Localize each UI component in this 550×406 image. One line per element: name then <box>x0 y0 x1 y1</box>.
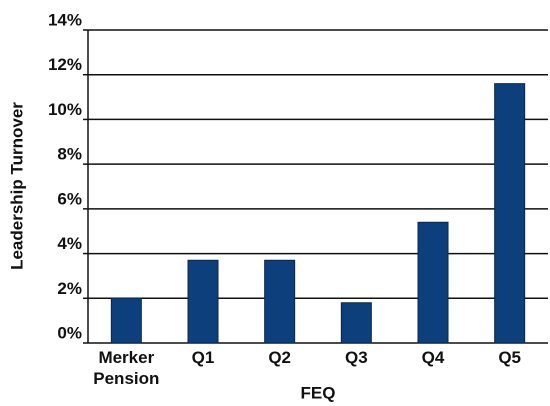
y-tick-label: 12% <box>48 55 82 74</box>
y-axis-title: Leadership Turnover <box>7 102 26 270</box>
bar <box>110 297 142 344</box>
x-tick-label: Merker Pension <box>93 348 160 388</box>
y-tick-label: 10% <box>48 100 82 119</box>
x-tick-label: Q5 <box>498 348 521 367</box>
y-tick-label: 8% <box>57 145 82 164</box>
bar <box>264 259 296 344</box>
y-tick-label: 6% <box>57 189 82 208</box>
y-tick-label: 2% <box>57 279 82 298</box>
x-axis-title: FEQ <box>301 383 336 402</box>
x-tick-label: Q1 <box>191 348 215 367</box>
y-tick-label: 0% <box>57 323 82 342</box>
bar <box>417 221 449 344</box>
x-tick-label: Q3 <box>344 348 368 367</box>
bar <box>494 83 526 344</box>
x-tick-label: Q4 <box>421 348 445 367</box>
bar <box>187 259 219 344</box>
x-tick-label: Q2 <box>268 348 291 367</box>
bar <box>340 302 372 344</box>
y-tick-label: 4% <box>57 234 82 253</box>
y-tick-label: 14% <box>48 10 82 29</box>
